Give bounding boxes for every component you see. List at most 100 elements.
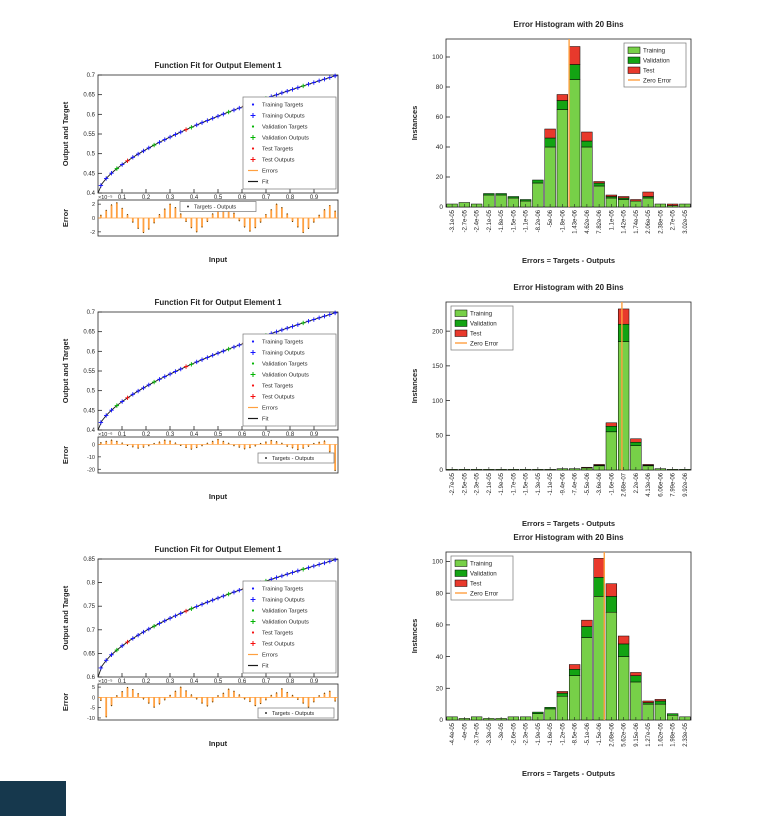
legend-label: Fit xyxy=(262,417,269,423)
error-y-tick-label: -10 xyxy=(87,716,95,722)
training-marker-target xyxy=(174,370,177,373)
x-tick-label: 2.7e-05 xyxy=(671,209,677,230)
error-stem-tip xyxy=(307,227,310,229)
hist-bar-validation xyxy=(617,323,630,342)
x-tick-label: 0.8 xyxy=(286,679,295,685)
legend-swatch xyxy=(627,46,641,54)
legend-label: Fit xyxy=(262,180,269,186)
legend-marker xyxy=(250,372,256,377)
hist-bar-validation xyxy=(507,196,520,199)
error-stem-tip xyxy=(185,446,187,449)
hist-bar-validation xyxy=(483,193,495,196)
hist-bar-training xyxy=(568,79,581,208)
error-stem-tip xyxy=(169,203,171,205)
error-stem-tip xyxy=(244,448,246,450)
x-tick-label: 0.6 xyxy=(238,195,247,201)
x-tick-label: -1.7e-05 xyxy=(511,472,517,495)
error-legend-box xyxy=(257,452,335,464)
hist-bar-test xyxy=(581,131,593,142)
legend-label: Training Targets xyxy=(262,103,303,109)
error-stem-tip xyxy=(142,698,145,700)
legend-marker xyxy=(250,113,256,118)
legend-label: Test Outputs xyxy=(262,395,295,401)
error-stem-tip xyxy=(196,231,198,233)
hist-bar-training xyxy=(568,675,581,721)
x-tick-label: -3.3e-05 xyxy=(487,722,493,745)
error-stem-tip xyxy=(110,439,113,441)
x-tick-label: -1.3e-05 xyxy=(536,472,542,495)
x-tick-label: 1.27e-05 xyxy=(646,722,652,746)
legend-label: Validation Targets xyxy=(262,362,308,368)
training-marker-target xyxy=(334,312,336,314)
x-tick-label: -5.5e-06 xyxy=(585,472,591,495)
x-tick-label: 0.6 xyxy=(238,679,247,685)
error-stem-tip xyxy=(297,698,299,701)
x-tick-label: 4.13e-06 xyxy=(646,472,652,496)
x-tick-label: 0.9 xyxy=(310,432,319,438)
error-stem-tip xyxy=(132,446,134,448)
error-stem-tip xyxy=(190,694,192,696)
x-tick-label: 1.1e-05 xyxy=(609,209,615,230)
test-marker-target xyxy=(126,397,129,399)
test-marker-target xyxy=(126,160,129,162)
legend-label: Training xyxy=(470,311,493,318)
y-tick-label: 50 xyxy=(436,432,444,439)
error-stem-tip xyxy=(190,227,192,229)
training-marker-target xyxy=(196,361,198,363)
x-tick-label: 0.8 xyxy=(286,432,295,438)
training-marker-target xyxy=(291,325,294,328)
x-axis-label: Input xyxy=(209,739,228,748)
training-marker-target xyxy=(313,318,315,321)
y-tick-label: 0.45 xyxy=(83,408,95,414)
x-tick-label: 5.62e-06 xyxy=(622,722,628,746)
legend-marker xyxy=(251,340,255,343)
error-stem-tip xyxy=(307,445,310,447)
y-tick-label: 0.6 xyxy=(87,112,96,118)
x-tick-label: -4e-05 xyxy=(462,722,468,740)
training-marker-target xyxy=(121,400,123,403)
x-tick-label: 2.06e-05 xyxy=(646,209,652,233)
error-stem-tip xyxy=(158,703,161,705)
error-stem-tip xyxy=(148,228,150,230)
training-marker-target xyxy=(169,373,171,375)
error-stem-tip xyxy=(196,446,198,449)
y-tick-label: 0.65 xyxy=(83,651,95,657)
error-stem-tip xyxy=(270,439,272,442)
chart-title: Error Histogram with 20 Bins xyxy=(513,20,624,29)
y-tick-label: 0.4 xyxy=(87,428,96,434)
chart-title: Error Histogram with 20 Bins xyxy=(513,283,624,292)
hist-bar-training xyxy=(630,445,642,471)
x-tick-label: -4.4e-05 xyxy=(450,722,456,745)
error-stem-tip xyxy=(217,695,219,697)
error-stem-tip xyxy=(270,209,272,211)
x-tick-label: -2.4e-05 xyxy=(475,209,481,232)
error-stem-tip xyxy=(249,230,251,232)
x-tick-label: 1.98e-05 xyxy=(671,722,677,746)
error-stem-tip xyxy=(313,442,315,445)
error-stem-tip xyxy=(334,469,336,472)
y-tick-label: 0.85 xyxy=(83,557,95,563)
error-exponent-label: ×10⁻⁶ xyxy=(98,431,113,438)
function-fit-plot-2: Function Fit for Output Element 1 0.4 0.45… xyxy=(61,298,339,501)
hist-bar-test xyxy=(642,700,654,703)
y-tick-label: 0.6 xyxy=(87,349,96,355)
x-tick-label: 0.2 xyxy=(142,195,151,201)
error-y-tick-label: -20 xyxy=(87,467,95,473)
legend-box xyxy=(242,580,337,674)
training-marker-target xyxy=(206,356,209,359)
hist-bar-training xyxy=(605,611,618,721)
legend-marker xyxy=(250,135,256,140)
error-stem-tip xyxy=(105,716,107,718)
x-tick-label: 0.7 xyxy=(262,195,271,201)
training-marker-target xyxy=(196,605,198,608)
error-stem-tip xyxy=(222,692,224,694)
x-tick-label: -2.7e-05 xyxy=(450,472,456,495)
error-stem-tip xyxy=(164,699,166,701)
error-histogram-1: Error Histogram with 20 Bins 0 20 40 60 80 100… xyxy=(410,20,692,265)
legend-label: Validation xyxy=(470,571,497,578)
error-stem-tip xyxy=(206,705,208,707)
validation-marker-target xyxy=(227,111,230,113)
error-stem-tip xyxy=(281,442,283,444)
x-tick-label: -1.5e-06 xyxy=(597,722,603,745)
training-marker-target xyxy=(132,393,134,396)
